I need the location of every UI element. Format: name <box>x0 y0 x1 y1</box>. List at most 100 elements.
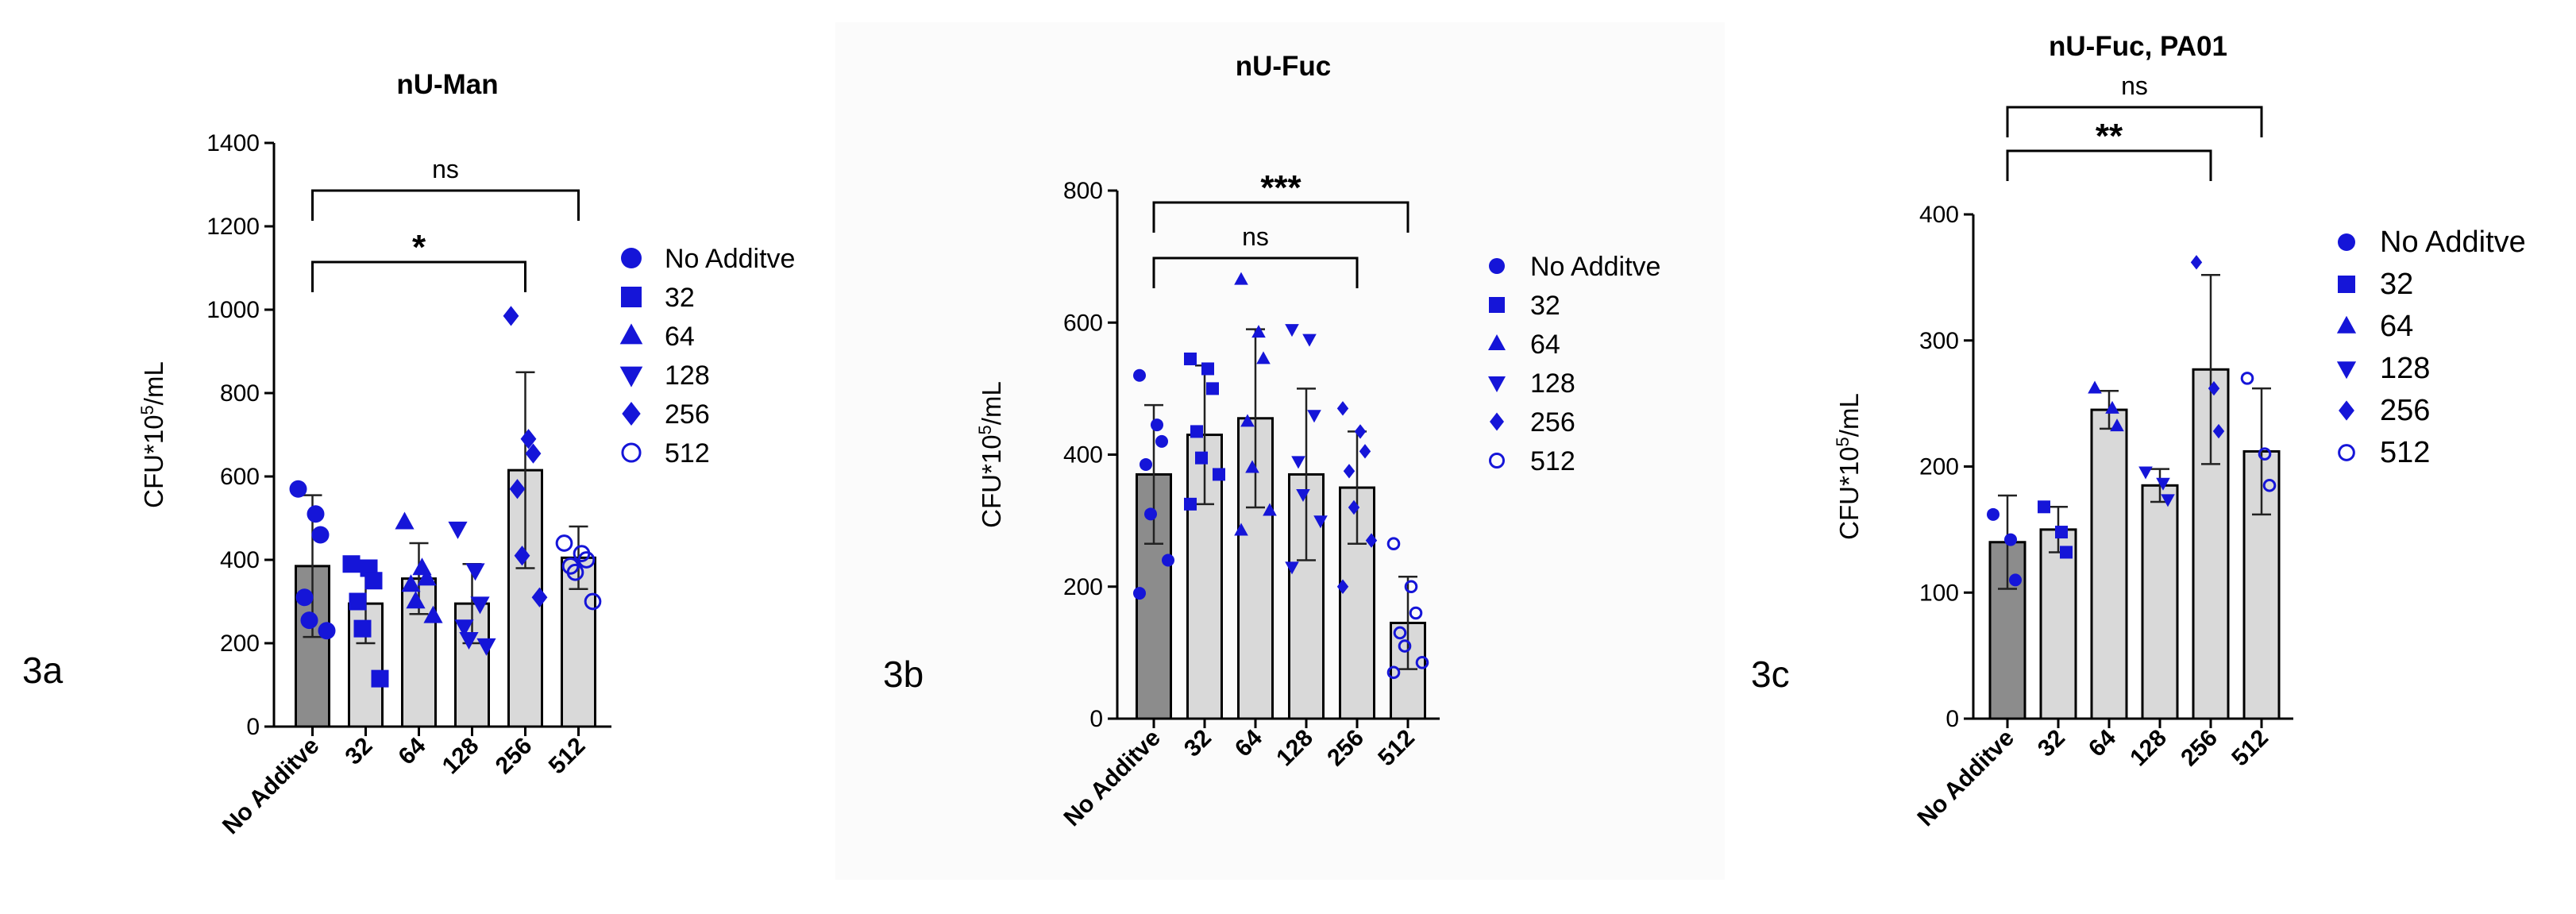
data-point <box>454 619 474 638</box>
data-point <box>2060 546 2073 559</box>
data-point <box>1307 410 1321 423</box>
x-tick-label: 64 <box>2084 724 2121 762</box>
y-axis-label: CFU*105/mL <box>137 361 169 508</box>
data-point <box>2156 477 2170 491</box>
legend-label: 64 <box>1530 330 1560 360</box>
data-point <box>2004 533 2017 546</box>
data-point <box>577 551 596 569</box>
data-point <box>459 631 479 650</box>
legend-marker <box>622 402 641 426</box>
chart-panel-3c: 3c nU-Fuc, PA01 CFU*105/mL 0 100 200 300 400 No … <box>1751 31 2526 831</box>
y-tick-label: 400 <box>1063 442 1103 469</box>
data-point <box>311 526 330 544</box>
y-tick-label: 400 <box>1919 202 1959 228</box>
data-point <box>1151 418 1163 432</box>
y-tick-label: 200 <box>220 631 260 657</box>
data-point <box>1354 424 1367 439</box>
legend-marker <box>1489 258 1505 274</box>
data-point <box>1336 579 1349 594</box>
data-point <box>2088 380 2102 394</box>
significance-bracket <box>1152 256 1359 288</box>
significance-label: ** <box>2096 117 2123 156</box>
legend-label: 512 <box>1530 446 1575 476</box>
data-point <box>2240 372 2254 385</box>
legend-marker <box>2338 444 2355 461</box>
data-point <box>1195 451 1208 465</box>
x-tick-label: 512 <box>2227 725 2273 772</box>
y-tick-label: 400 <box>220 547 260 573</box>
data-point <box>448 521 468 539</box>
data-point <box>1155 434 1168 448</box>
significance-label: * <box>412 228 426 267</box>
data-point <box>2105 400 2119 414</box>
legend-label: 128 <box>1530 368 1575 399</box>
x-tick-label: 128 <box>438 733 484 780</box>
panel-label: 3c <box>1751 654 1790 695</box>
y-tick-label: 800 <box>220 380 260 407</box>
x-tick-label: 256 <box>491 733 538 780</box>
significance-bracket <box>311 260 526 292</box>
y-tick-label: 800 <box>1063 178 1103 204</box>
legend-label: No Additve <box>665 244 795 274</box>
chart-panel-3a: 3a nU-Man CFU*105/mL 0 200 400 600 800 1000 1200 1… <box>22 69 795 839</box>
data-point <box>1348 499 1360 515</box>
data-point <box>406 591 426 609</box>
legend-marker <box>1490 412 1504 431</box>
data-point <box>465 563 485 581</box>
data-point <box>2009 573 2022 587</box>
legend-marker <box>1488 334 1506 350</box>
legend-label: 32 <box>1530 291 1560 321</box>
y-tick-label: 0 <box>246 714 260 740</box>
x-tick-label: 64 <box>394 732 431 769</box>
significance-label: ns <box>2121 71 2148 100</box>
data-point <box>1285 561 1299 575</box>
data-point <box>1234 523 1248 536</box>
data-point <box>300 611 318 630</box>
chart-title: nU-Fuc <box>1236 51 1332 82</box>
legend-label: No Additve <box>1530 252 1660 282</box>
data-point <box>509 479 526 499</box>
legend-marker <box>619 323 643 345</box>
data-point <box>1190 425 1203 438</box>
significance-bracket <box>1152 201 1409 233</box>
legend-marker <box>2339 400 2354 421</box>
x-tick-label: 512 <box>544 733 591 780</box>
data-point <box>476 638 496 656</box>
data-point <box>2190 255 2203 270</box>
legend-label: 32 <box>665 283 695 313</box>
data-point <box>417 568 437 586</box>
legend-marker <box>1489 297 1505 313</box>
data-point <box>1302 334 1317 347</box>
data-point <box>342 555 361 573</box>
data-point <box>555 534 573 552</box>
legend-marker <box>1489 453 1505 469</box>
data-point <box>2208 380 2220 396</box>
y-tick-label: 1000 <box>206 297 260 323</box>
data-point <box>1162 553 1174 567</box>
legend-marker <box>621 287 642 307</box>
data-point <box>2038 500 2050 514</box>
legend-label: 128 <box>2380 352 2430 385</box>
y-axis-label: CFU*105/mL <box>1833 393 1865 540</box>
x-tick-label: No Additve <box>218 733 325 840</box>
y-tick-label: 100 <box>1919 580 1959 606</box>
data-point <box>1184 497 1197 511</box>
legend-label: 256 <box>665 399 710 430</box>
data-point <box>1184 352 1197 365</box>
data-point <box>2258 447 2272 461</box>
legend-label: 128 <box>665 361 710 391</box>
legend-marker <box>2338 276 2355 293</box>
data-point <box>2110 418 2124 432</box>
y-tick-label: 1200 <box>206 214 260 240</box>
data-point <box>1296 488 1310 502</box>
data-point <box>514 546 530 566</box>
data-point <box>395 511 415 530</box>
data-point <box>1240 414 1255 427</box>
data-point <box>520 429 537 449</box>
data-point <box>1285 324 1299 337</box>
legend-label: 64 <box>665 322 695 352</box>
legend-label: 512 <box>665 438 710 469</box>
data-point <box>470 596 490 615</box>
data-point <box>1291 456 1305 469</box>
